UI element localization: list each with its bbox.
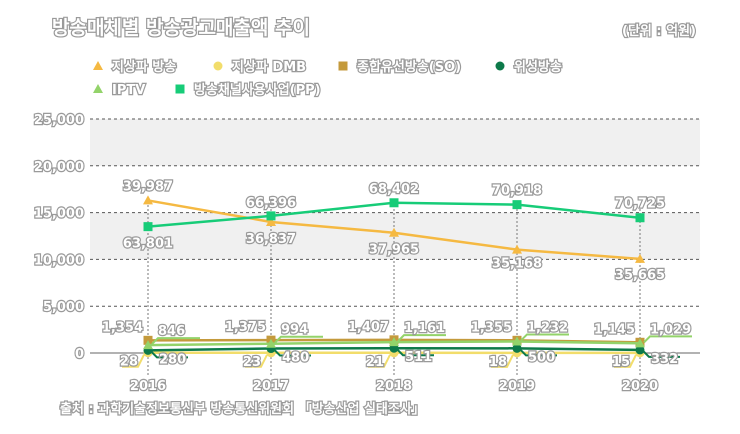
x-tick-label: 2016 bbox=[130, 379, 166, 394]
so-label: 1,375 bbox=[225, 320, 266, 335]
data-point bbox=[513, 200, 522, 209]
iptv-label: 1,161 bbox=[404, 321, 445, 336]
so-label: 1,407 bbox=[348, 320, 389, 335]
y-tick-label: 5,000 bbox=[43, 300, 84, 315]
terrestrial-label: 36,837 bbox=[246, 232, 296, 247]
legend-marker bbox=[93, 61, 103, 70]
dmb-label: 21 bbox=[366, 355, 384, 370]
terrestrial-label: 35,665 bbox=[615, 268, 665, 283]
legend-label: 종합유선방송(SO) bbox=[357, 59, 461, 75]
data-point bbox=[267, 211, 276, 220]
legend: 지상파 방송 지상파 DMB 종합유선방송(SO) 위성방송 IPTV 방송채널사용사업(… bbox=[93, 59, 562, 98]
dmb-label: 23 bbox=[243, 355, 261, 370]
unit-label: (단위 : 억원) bbox=[622, 23, 696, 39]
y-tick-label: 10,000 bbox=[34, 253, 84, 268]
pp-label: 68,402 bbox=[369, 182, 419, 197]
y-tick-label: 20,000 bbox=[34, 160, 84, 175]
legend-marker bbox=[176, 85, 185, 94]
x-axis: 2016 2017 2018 2019 2020 bbox=[130, 379, 658, 394]
y-tick-label: 0 bbox=[75, 347, 84, 362]
iptv-label: 1,232 bbox=[527, 320, 568, 335]
pp-label: 70,918 bbox=[492, 184, 542, 199]
legend-item: 종합유선방송(SO) bbox=[339, 59, 462, 75]
x-tick-label: 2020 bbox=[622, 379, 658, 394]
so-label: 1,354 bbox=[102, 320, 143, 335]
legend-item: 위성방송 bbox=[496, 59, 562, 75]
terrestrial-label: 35,168 bbox=[492, 257, 542, 272]
so-label: 1,355 bbox=[471, 320, 512, 335]
legend-marker bbox=[214, 62, 223, 71]
terrestrial-label: 39,987 bbox=[123, 179, 173, 194]
legend-marker bbox=[496, 62, 505, 71]
legend-label: 지상파 DMB bbox=[232, 60, 306, 75]
satellite-label: 511 bbox=[405, 350, 432, 365]
source-note: 출처 : 과학기술정보통신부 방송통신위원회 「방송산업 실태조사」 bbox=[60, 401, 425, 417]
legend-item: 지상파 방송 bbox=[93, 59, 176, 75]
legend-marker bbox=[339, 62, 348, 71]
legend-marker bbox=[93, 84, 103, 93]
pp-label: 66,396 bbox=[246, 196, 296, 211]
legend-label: 방송채널사용사업(PP) bbox=[194, 82, 321, 98]
terrestrial-label: 37,965 bbox=[369, 243, 419, 258]
legend-label: 위성방송 bbox=[514, 59, 562, 75]
legend-label: 지상파 방송 bbox=[112, 59, 176, 75]
x-tick-label: 2019 bbox=[499, 379, 535, 394]
dmb-label: 18 bbox=[489, 355, 507, 370]
iptv-label: 1,029 bbox=[650, 322, 691, 337]
y-tick-label: 15,000 bbox=[34, 207, 84, 222]
dmb-label: 28 bbox=[120, 355, 138, 370]
dmb-label: 15 bbox=[612, 355, 630, 370]
y-tick-label: 25,000 bbox=[34, 113, 84, 128]
satellite-label: 480 bbox=[282, 351, 309, 366]
iptv-label: 994 bbox=[281, 323, 308, 338]
data-point bbox=[144, 222, 153, 231]
legend-item: 지상파 DMB bbox=[214, 60, 307, 75]
data-point bbox=[390, 198, 399, 207]
x-tick-label: 2017 bbox=[253, 379, 289, 394]
pp-label: 63,801 bbox=[123, 237, 173, 252]
legend-label: IPTV bbox=[112, 83, 145, 98]
chart-title: 방송매체별 방송광고매출액 추이 bbox=[52, 17, 310, 39]
so-label: 1,145 bbox=[594, 322, 635, 337]
satellite-label: 332 bbox=[651, 352, 678, 367]
legend-item: 방송채널사용사업(PP) bbox=[176, 82, 321, 98]
satellite-label: 500 bbox=[528, 350, 555, 365]
iptv-label: 846 bbox=[158, 324, 185, 339]
data-point bbox=[636, 213, 645, 222]
legend-item: IPTV bbox=[93, 83, 145, 98]
pp-label: 70,725 bbox=[615, 197, 665, 212]
satellite-label: 280 bbox=[159, 352, 186, 367]
x-tick-label: 2018 bbox=[376, 379, 412, 394]
